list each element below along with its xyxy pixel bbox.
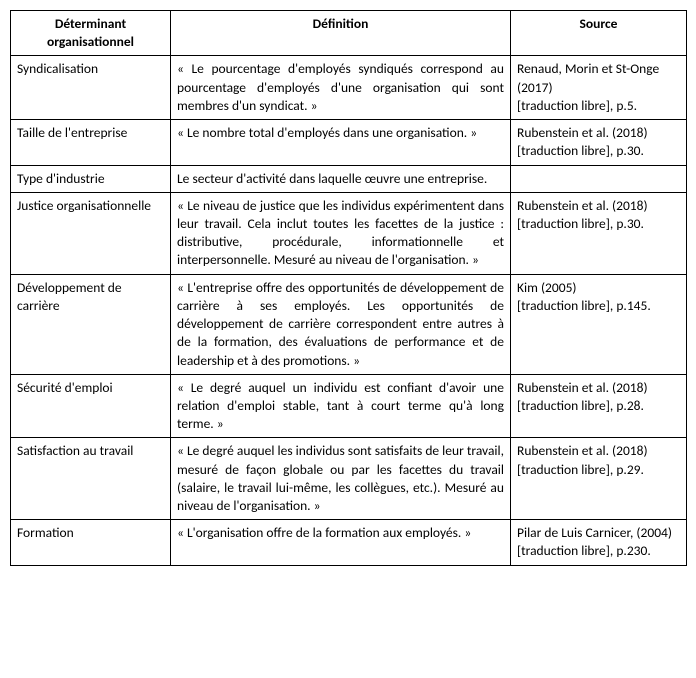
- table-row: Taille de l'entreprise « Le nombre total…: [11, 120, 687, 165]
- cell-determinant: Satisfaction au travail: [11, 438, 171, 520]
- cell-determinant: Formation: [11, 520, 171, 565]
- cell-source: Rubenstein et al. (2018) [traduction lib…: [511, 438, 687, 520]
- header-determinant: Déterminant organisationnel: [11, 11, 171, 56]
- cell-determinant: Taille de l'entreprise: [11, 120, 171, 165]
- table-row: Satisfaction au travail « Le degré auque…: [11, 438, 687, 520]
- table-header-row: Déterminant organisationnel Définition S…: [11, 11, 687, 56]
- cell-definition: « Le pourcentage d'employés syndiqués co…: [171, 56, 511, 120]
- header-source: Source: [511, 11, 687, 56]
- cell-determinant: Développement de carrière: [11, 274, 171, 374]
- cell-determinant: Type d'industrie: [11, 165, 171, 192]
- table-row: Sécurité d'emploi « Le degré auquel un i…: [11, 374, 687, 438]
- cell-definition: « Le nombre total d'employés dans une or…: [171, 120, 511, 165]
- cell-definition: « Le niveau de justice que les individus…: [171, 192, 511, 274]
- table-row: Justice organisationnelle « Le niveau de…: [11, 192, 687, 274]
- cell-determinant: Sécurité d'emploi: [11, 374, 171, 438]
- cell-determinant: Justice organisationnelle: [11, 192, 171, 274]
- definitions-table: Déterminant organisationnel Définition S…: [10, 10, 687, 566]
- cell-determinant: Syndicalisation: [11, 56, 171, 120]
- cell-source: Renaud, Morin et St-Onge (2017)[traducti…: [511, 56, 687, 120]
- table-row: Développement de carrière « L'entreprise…: [11, 274, 687, 374]
- cell-definition: « Le degré auquel un individu est confia…: [171, 374, 511, 438]
- cell-source: [511, 165, 687, 192]
- header-definition: Définition: [171, 11, 511, 56]
- table-row: Type d'industrie Le secteur d'activité d…: [11, 165, 687, 192]
- cell-definition: Le secteur d'activité dans laquelle œuvr…: [171, 165, 511, 192]
- cell-definition: « Le degré auquel les individus sont sat…: [171, 438, 511, 520]
- cell-definition: « L'organisation offre de la formation a…: [171, 520, 511, 565]
- cell-source: Rubenstein et al. (2018) [traduction lib…: [511, 192, 687, 274]
- cell-source: Pilar de Luis Carnicer, (2004)[traductio…: [511, 520, 687, 565]
- cell-definition: « L'entreprise offre des opportunités de…: [171, 274, 511, 374]
- table-row: Syndicalisation « Le pourcentage d'emplo…: [11, 56, 687, 120]
- cell-source: Kim (2005)[traduction libre], p.145.: [511, 274, 687, 374]
- cell-source: Rubenstein et al. (2018) [traduction lib…: [511, 374, 687, 438]
- table-row: Formation « L'organisation offre de la f…: [11, 520, 687, 565]
- cell-source: Rubenstein et al. (2018) [traduction lib…: [511, 120, 687, 165]
